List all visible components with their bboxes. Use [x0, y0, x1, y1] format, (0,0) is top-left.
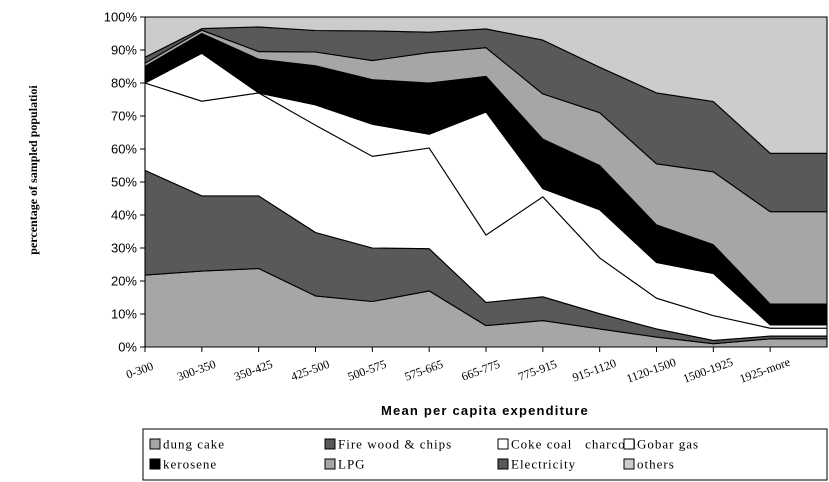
- x-tick-label: 350-425: [232, 357, 274, 384]
- y-tick-label: 40%: [111, 208, 137, 223]
- x-tick-label: 1120-1500: [625, 355, 678, 386]
- legend-label: dung cake: [163, 437, 225, 452]
- x-tick-label: 425-500: [289, 357, 331, 384]
- y-tick-label: 0%: [118, 340, 137, 355]
- x-tick-label: 915-1120: [570, 356, 618, 385]
- x-tick-label: 775-915: [516, 357, 558, 384]
- legend-swatch: [149, 438, 161, 450]
- legend-label: Electricity: [511, 457, 576, 472]
- legend-swatch: [623, 438, 635, 450]
- legend-label: Coke coal charcoal: [511, 437, 637, 452]
- x-tick-label: 500-575: [346, 357, 388, 384]
- x-tick-label: 575-665: [403, 357, 445, 384]
- legend-label: Fire wood & chips: [338, 437, 452, 452]
- x-tick-label: 665-775: [459, 357, 501, 384]
- legend-swatch: [324, 458, 336, 470]
- legend-swatch: [324, 438, 336, 450]
- y-tick-label: 30%: [111, 241, 137, 256]
- legend-swatch: [149, 458, 161, 470]
- legend-swatch: [623, 458, 635, 470]
- x-axis: 0-300 300-350 350-425 425-500 500-575 575-665…: [124, 346, 827, 386]
- y-axis-title: percentage of sampled populatioi: [26, 85, 40, 255]
- legend-label: Gobar gas: [637, 437, 699, 452]
- y-tick-label: 20%: [111, 274, 137, 289]
- y-tick-label: 50%: [111, 175, 137, 190]
- legend-swatch: [497, 458, 509, 470]
- y-axis: 0% 10% 20% 30% 40% 50% 60% 70% 80% 90% 100%: [104, 10, 146, 355]
- y-tick-label: 60%: [111, 142, 137, 157]
- legend-box: [142, 428, 828, 481]
- legend-label: LPG: [338, 457, 366, 472]
- x-tick-label: 300-350: [175, 357, 217, 384]
- y-tick-label: 10%: [111, 307, 137, 322]
- legend: dung cake Fire wood & chips Coke coal char…: [142, 428, 828, 481]
- y-tick-label: 90%: [111, 43, 137, 58]
- y-tick-label: 80%: [111, 76, 137, 91]
- y-tick-label: 100%: [104, 10, 138, 25]
- legend-label: kerosene: [163, 457, 217, 472]
- legend-swatch: [497, 438, 509, 450]
- x-tick-label: 1500-1925: [681, 355, 735, 386]
- y-tick-label: 70%: [111, 109, 137, 124]
- chart-areas: [144, 16, 828, 348]
- x-tick-label: 1925-more: [738, 355, 792, 386]
- x-axis-title: Mean per capita expenditure: [381, 403, 589, 418]
- x-tick-label: 0-300: [124, 359, 155, 382]
- legend-label: others: [637, 457, 675, 472]
